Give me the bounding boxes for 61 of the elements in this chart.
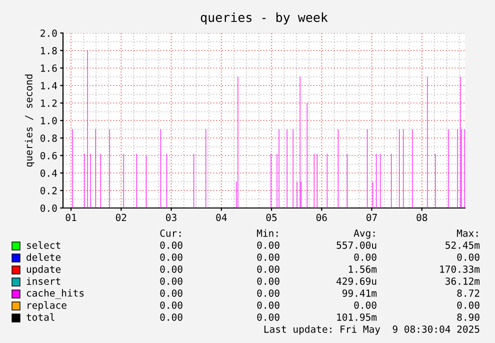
- y-tick-label: 0.8: [40, 134, 57, 142]
- x-tick-label: 08: [416, 214, 428, 222]
- text: 0.00: [257, 277, 280, 285]
- y-tick-label: 2.0: [40, 30, 57, 37]
- text: 0.00: [354, 301, 376, 309]
- text: 101.95m: [337, 313, 377, 321]
- text: 557.00u: [336, 241, 376, 249]
- text: 0.00: [257, 301, 280, 309]
- text: 1.56m: [348, 265, 377, 273]
- x-tick-label: 02: [116, 214, 126, 222]
- y-tick-label: 1.8: [41, 47, 57, 54]
- x-tick-label: 03: [166, 214, 176, 222]
- legend-label: delete: [26, 253, 61, 261]
- x-tick-label: 04: [216, 214, 227, 222]
- y-tick-label: 0.6: [40, 152, 57, 160]
- text: 0.00: [257, 313, 280, 321]
- text: Max:: [456, 230, 478, 237]
- chart-title: queries - by week: [200, 12, 328, 25]
- text: Avg:: [354, 230, 375, 239]
- text: 0.00: [354, 253, 376, 261]
- text: 0.00: [257, 265, 280, 273]
- text: 0.00: [160, 301, 182, 309]
- legend-label: cache_hits: [26, 289, 84, 299]
- legend-label: select: [27, 241, 60, 249]
- text: 0.00: [257, 253, 280, 261]
- text: Min:: [256, 229, 278, 237]
- text: 0.00: [257, 289, 280, 297]
- legend-label: total: [26, 313, 54, 321]
- text: 429.69u: [336, 277, 376, 285]
- y-tick-label: 0.4: [40, 170, 57, 177]
- x-tick-label: 01: [66, 214, 76, 222]
- x-tick-label: 07: [366, 214, 377, 222]
- text: Cur:: [160, 229, 181, 237]
- x-tick-label: 05: [266, 214, 277, 222]
- text: 170.33m: [440, 265, 480, 273]
- y-tick-label: 1.0: [41, 117, 57, 124]
- text: 36.12m: [446, 277, 480, 285]
- y-axis-title: queries / second: [24, 74, 34, 167]
- text: 0.00: [160, 277, 182, 285]
- text: 52.45m: [446, 241, 480, 249]
- legend-label: insert: [26, 277, 60, 285]
- text: 0.00: [457, 301, 480, 309]
- text: 0.00: [160, 241, 182, 249]
- text: Last update: Fri May 9 08:30:04 2025: [264, 325, 480, 335]
- y-tick-label: 1.4: [41, 82, 57, 90]
- legend-label: replace: [28, 301, 66, 311]
- y-tick-label: 0.0: [40, 204, 57, 212]
- text: 0.00: [457, 253, 480, 261]
- x-tick-label: 06: [316, 214, 327, 222]
- text: 0.00: [160, 289, 182, 297]
- text: 0.00: [257, 241, 280, 249]
- text: 99.41m: [342, 289, 377, 297]
- y-tick-label: 0.2: [40, 187, 57, 194]
- legend-label: update: [26, 265, 61, 275]
- text: 0.00: [160, 265, 182, 273]
- y-tick-label: 1.2: [41, 100, 57, 107]
- text: 8.72: [457, 289, 480, 297]
- y-tick-label: 1.6: [41, 64, 57, 72]
- text: 8.90: [457, 313, 480, 321]
- text: 0.00: [160, 253, 182, 261]
- text: 0.00: [160, 313, 182, 321]
